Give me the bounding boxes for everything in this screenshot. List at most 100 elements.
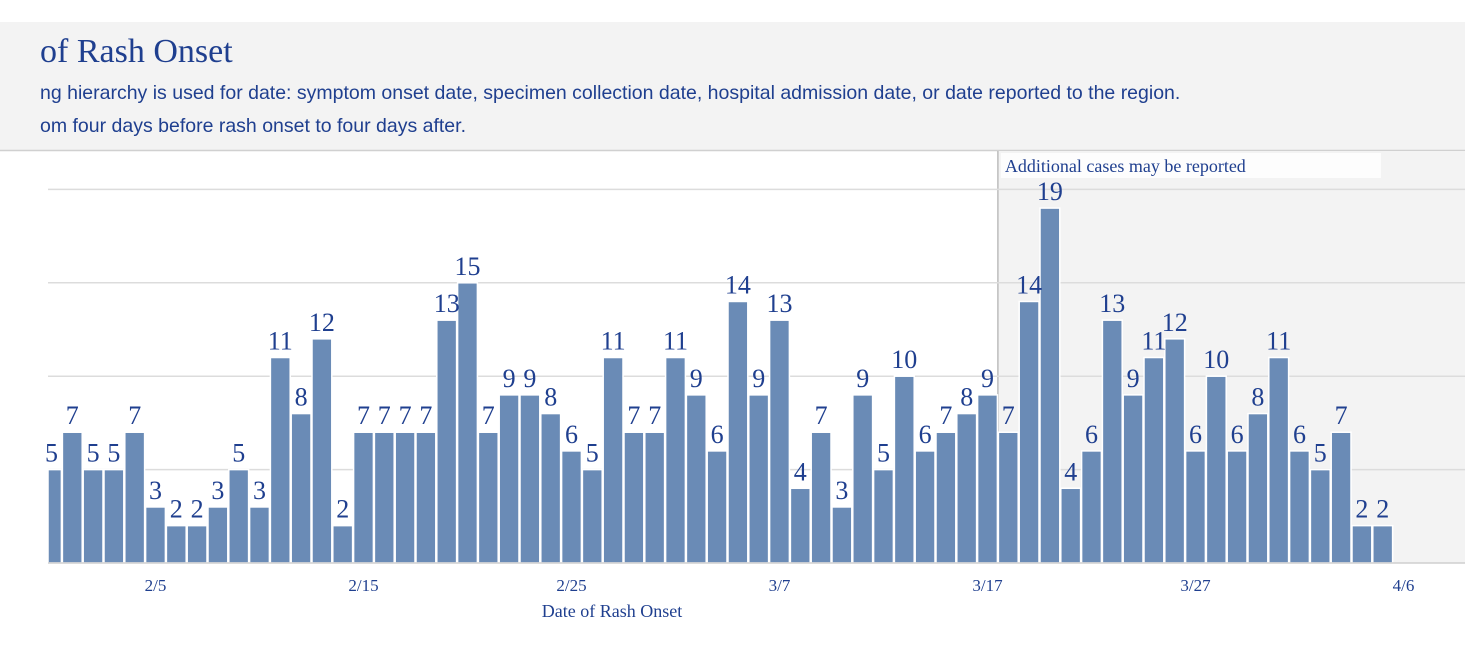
- bar-3-1[interactable]: [644, 431, 666, 564]
- data-label-3-13: 10: [891, 345, 917, 374]
- bar-2-4[interactable]: [124, 431, 146, 564]
- bar-3-6[interactable]: [748, 394, 770, 564]
- bar-2-20[interactable]: [456, 282, 479, 564]
- bar-3-28[interactable]: [1205, 375, 1227, 564]
- data-label-2-1: 7: [66, 401, 79, 430]
- bar-3-29[interactable]: [1226, 450, 1248, 564]
- bar-2-8[interactable]: [207, 506, 229, 564]
- chart-title: of Rash Onset: [40, 33, 233, 70]
- data-label-3-31: 11: [1266, 327, 1291, 356]
- x-tick-label: 2/15: [348, 576, 378, 595]
- bar-2-15[interactable]: [352, 431, 375, 564]
- bar-3-23[interactable]: [1101, 319, 1123, 564]
- bar-3-7[interactable]: [768, 319, 791, 564]
- bar-3-16[interactable]: [956, 412, 978, 564]
- bar-3-26[interactable]: [1164, 338, 1186, 564]
- bar-3-27[interactable]: [1184, 450, 1207, 564]
- bar-3-18[interactable]: [997, 431, 1019, 564]
- bar-3-17[interactable]: [976, 394, 999, 564]
- subtitle-line-1: ng hierarchy is used for date: symptom o…: [40, 82, 1180, 104]
- bar-2-10[interactable]: [248, 506, 271, 564]
- bar-4-4[interactable]: [1351, 524, 1373, 564]
- bar-2-19[interactable]: [436, 319, 458, 564]
- data-label-2-11: 11: [268, 327, 293, 356]
- bar-3-19[interactable]: [1018, 300, 1040, 564]
- data-label-3-10: 3: [835, 476, 848, 505]
- bar-2-23[interactable]: [519, 394, 541, 564]
- bar-3-4[interactable]: [706, 450, 728, 564]
- data-label-2-5: 3: [149, 476, 162, 505]
- bar-2-12[interactable]: [290, 412, 312, 564]
- x-axis-title: Date of Rash Onset: [542, 601, 682, 621]
- bar-3-11[interactable]: [852, 394, 874, 564]
- bar-2-3[interactable]: [103, 468, 125, 564]
- bar-1-31[interactable]: [47, 468, 63, 564]
- annotation-label: Additional cases may be reported: [1005, 156, 1246, 176]
- bar-3-9[interactable]: [810, 431, 832, 564]
- bar-2-5[interactable]: [144, 506, 167, 564]
- bar-2-24[interactable]: [540, 412, 562, 564]
- bar-2-11[interactable]: [269, 356, 291, 564]
- data-label-3-27: 6: [1189, 420, 1202, 449]
- bar-2-2[interactable]: [82, 468, 104, 564]
- bar-3-8[interactable]: [789, 487, 811, 564]
- bar-2-25[interactable]: [560, 450, 583, 564]
- bar-4-3[interactable]: [1330, 431, 1352, 564]
- bar-3-21[interactable]: [1060, 487, 1082, 564]
- data-label-3-16: 8: [960, 383, 973, 412]
- bar-3-5[interactable]: [727, 300, 749, 564]
- data-label-3-15: 7: [939, 401, 952, 430]
- bar-3-24[interactable]: [1122, 394, 1144, 564]
- x-tick-label: 4/6: [1393, 576, 1415, 595]
- x-axis-ticks: 2/5 2/15 2/25 3/7 3/17 3/27 4/6: [145, 576, 1415, 595]
- bar-2-9[interactable]: [228, 468, 250, 564]
- data-label-3-8: 4: [794, 457, 807, 486]
- data-label-3-7: 13: [767, 289, 793, 318]
- bar-2-14[interactable]: [332, 524, 354, 564]
- bar-3-22[interactable]: [1080, 450, 1103, 564]
- bar-2-13[interactable]: [311, 338, 333, 564]
- data-label-2-17: 7: [399, 401, 412, 430]
- data-label-3-29: 6: [1231, 420, 1244, 449]
- data-label-2-6: 2: [170, 495, 183, 524]
- bar-3-31[interactable]: [1268, 356, 1290, 564]
- data-label-3-26: 12: [1162, 308, 1188, 337]
- bar-2-17[interactable]: [394, 431, 416, 564]
- bar-2-16[interactable]: [373, 431, 395, 564]
- bar-3-2[interactable]: [664, 356, 687, 564]
- bar-2-26[interactable]: [581, 468, 603, 564]
- bar-3-13[interactable]: [893, 375, 915, 564]
- data-label-2-13: 12: [309, 308, 335, 337]
- bar-3-25[interactable]: [1143, 356, 1165, 564]
- bar-3-15[interactable]: [935, 431, 957, 564]
- bar-2-21[interactable]: [477, 431, 499, 564]
- data-label-3-5: 14: [725, 270, 751, 299]
- bar-4-1[interactable]: [1288, 450, 1311, 564]
- bar-3-14[interactable]: [914, 450, 936, 564]
- bar-2-1[interactable]: [61, 431, 83, 564]
- bar-3-10[interactable]: [831, 506, 853, 564]
- bar-3-30[interactable]: [1247, 412, 1269, 564]
- bar-2-22[interactable]: [498, 394, 520, 564]
- bar-3-3[interactable]: [685, 394, 707, 564]
- data-label-3-19: 14: [1016, 270, 1042, 299]
- data-label-3-21: 4: [1064, 457, 1077, 486]
- bar-2-7[interactable]: [186, 524, 208, 564]
- data-label-3-20: 19: [1037, 177, 1063, 206]
- bar-2-28[interactable]: [623, 431, 645, 564]
- x-tick-label: 2/5: [145, 576, 167, 595]
- bar-4-5[interactable]: [1372, 524, 1394, 564]
- data-label-2-8: 3: [211, 476, 224, 505]
- bar-2-6[interactable]: [165, 524, 187, 564]
- data-label-3-25: 11: [1141, 327, 1166, 356]
- bar-3-20[interactable]: [1039, 207, 1061, 564]
- bar-4-2[interactable]: [1309, 468, 1331, 564]
- bar-2-18[interactable]: [415, 431, 437, 564]
- data-label-3-23: 13: [1099, 289, 1125, 318]
- data-label-2-9: 5: [232, 439, 245, 468]
- bar-3-12[interactable]: [872, 468, 895, 564]
- bar-2-27[interactable]: [602, 356, 624, 564]
- data-label-3-17: 9: [981, 364, 994, 393]
- data-label-3-12: 5: [877, 439, 890, 468]
